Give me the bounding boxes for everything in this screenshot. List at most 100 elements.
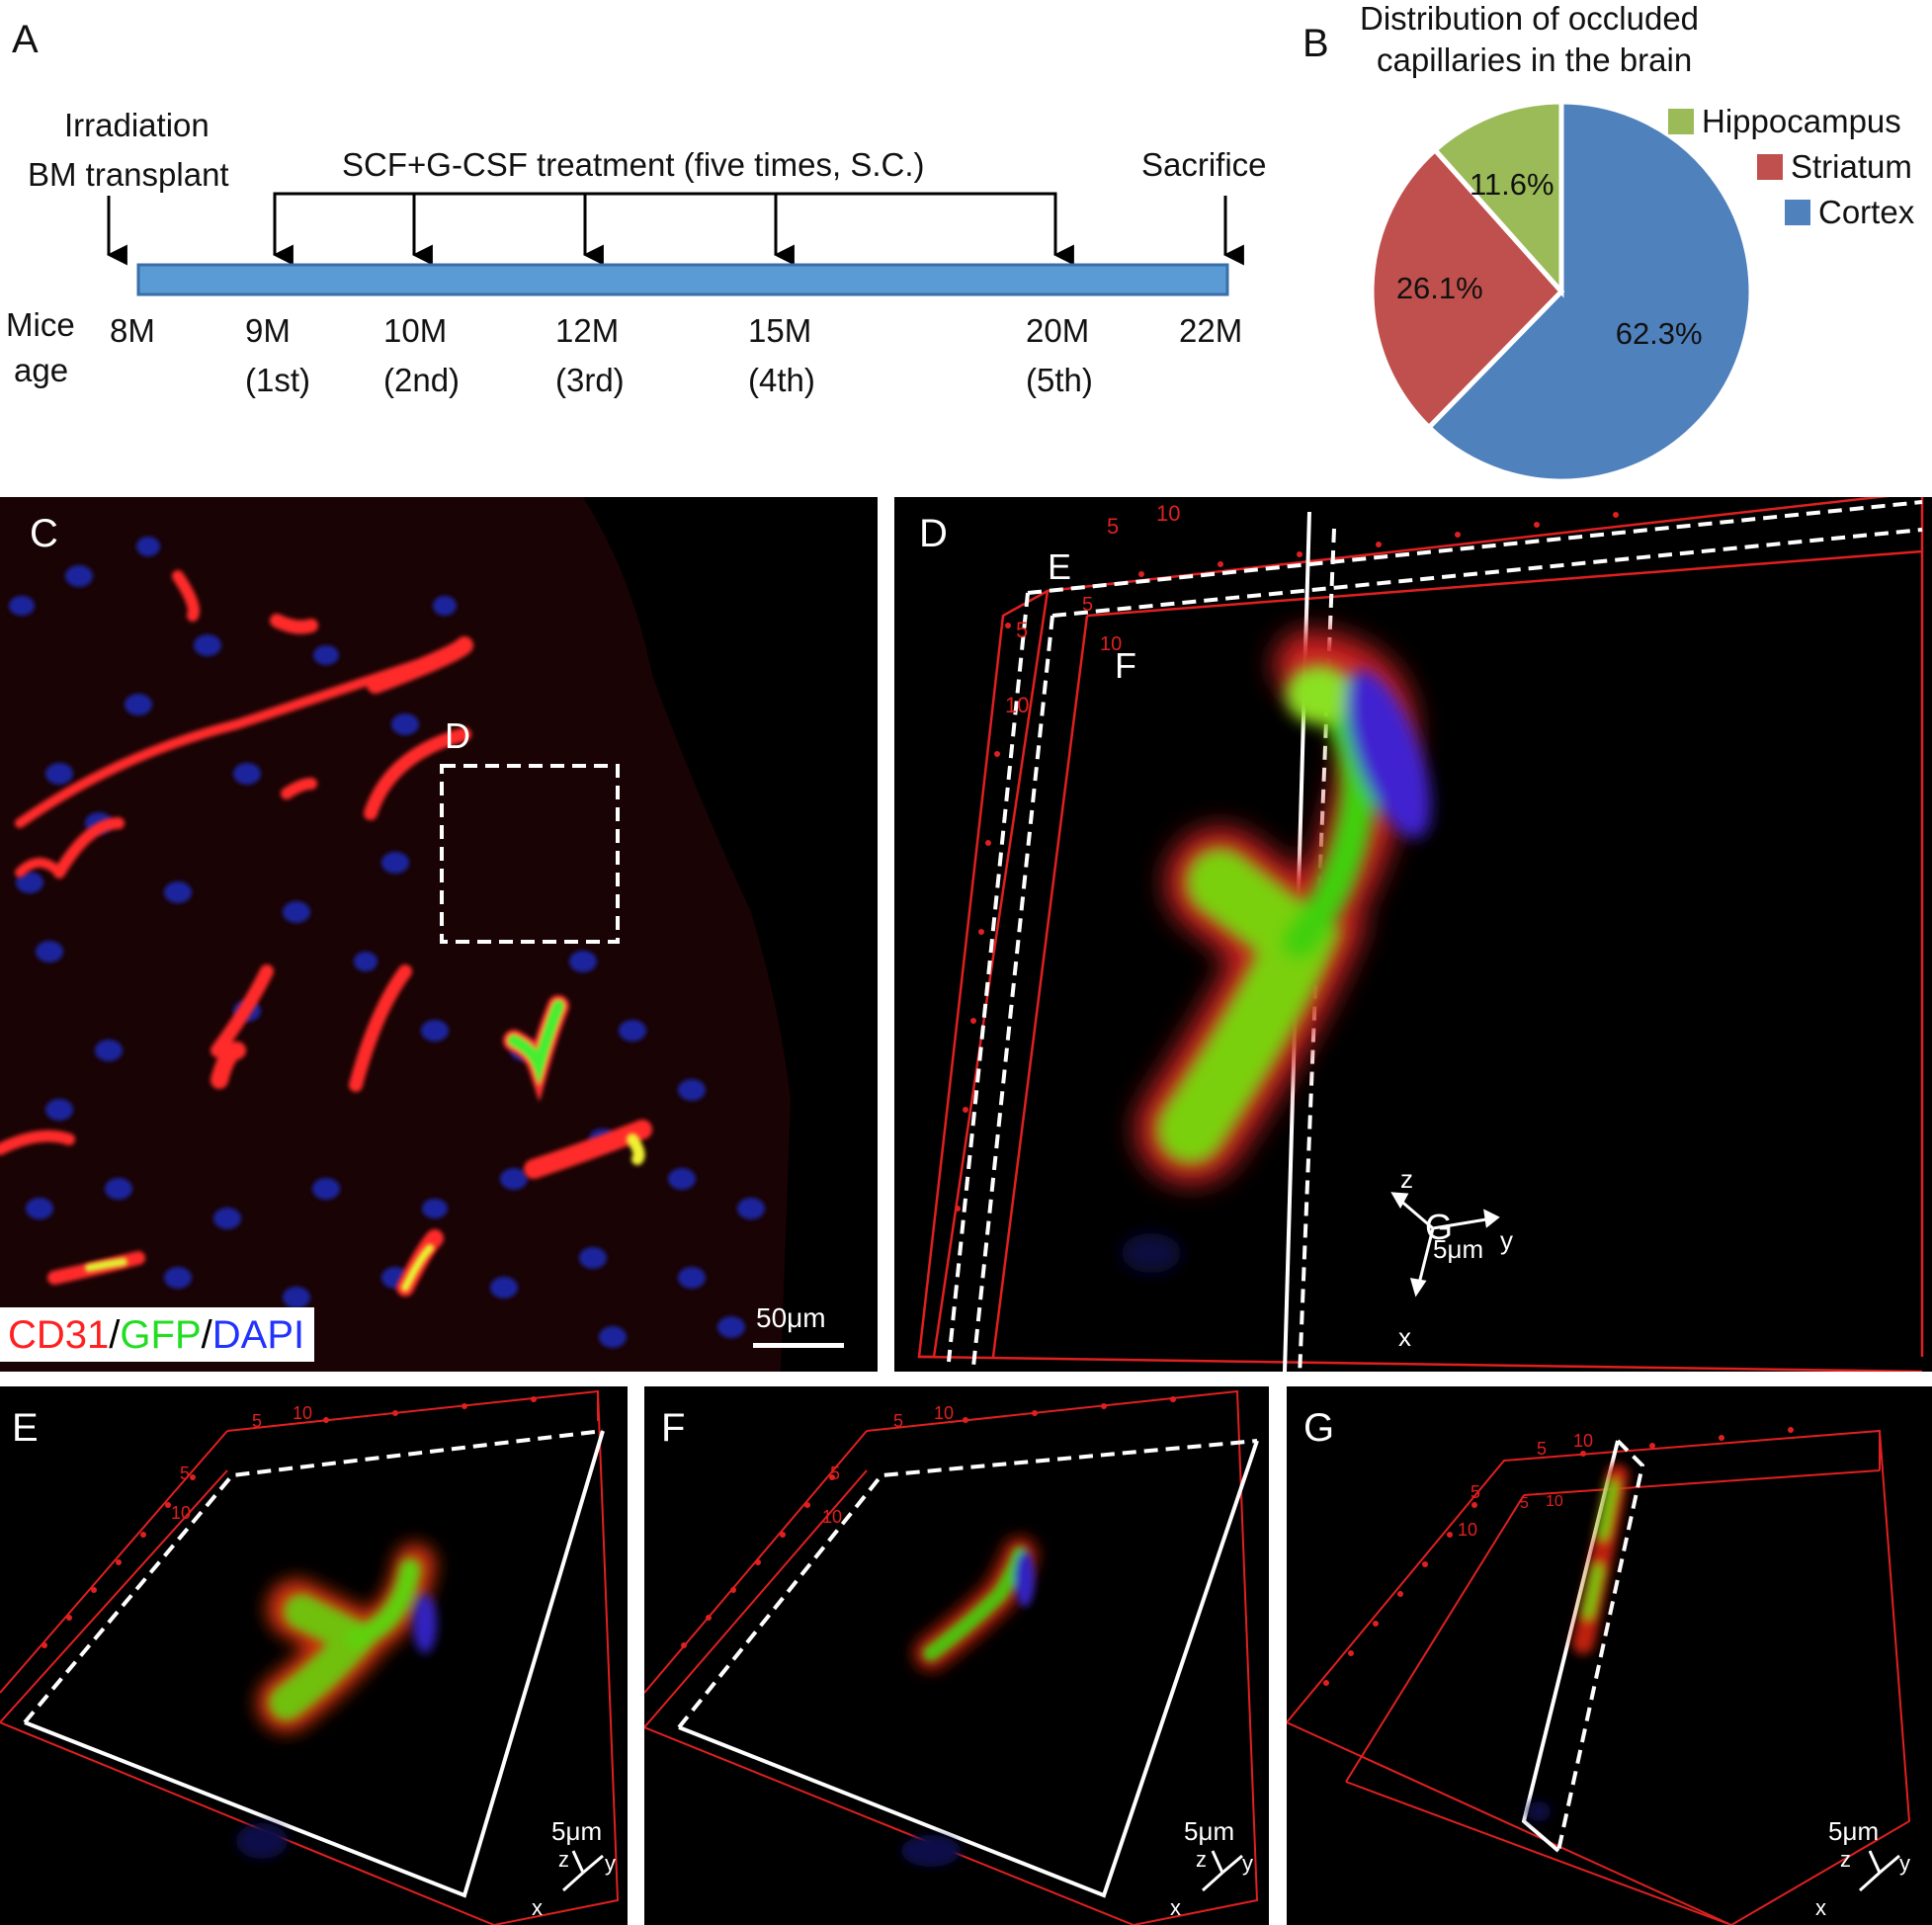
tp-age: 10M <box>383 312 448 349</box>
tp-age: 20M <box>1026 312 1090 349</box>
slice-label-f: F <box>1115 645 1136 686</box>
axis-label-y: y <box>1500 1225 1513 1255</box>
axis-label-x: x <box>532 1895 543 1920</box>
render-g <box>1287 1427 1911 1925</box>
legend-swatch <box>1668 109 1694 134</box>
slice-label-g: G <box>1425 1207 1454 1247</box>
micrograph-c <box>0 497 844 1372</box>
panel-letter-f: F <box>661 1406 686 1450</box>
tp-age: 9M <box>245 312 291 349</box>
sacrifice-label: Sacrifice <box>1141 146 1267 183</box>
legend-swatch <box>1785 200 1810 225</box>
panel-e-image: E 5 10 5 10 5μm z y x <box>0 1386 628 1925</box>
tp-dose: (3rd) <box>555 362 625 398</box>
axis-label-y: y <box>605 1851 616 1876</box>
legend-label: Hippocampus <box>1702 103 1901 139</box>
axis-label-z: z <box>1196 1847 1207 1872</box>
tick-label: 5 <box>893 1411 904 1431</box>
panel-letter-b: B <box>1302 22 1329 65</box>
tick-label: 5 <box>1082 594 1094 616</box>
stain-legend: CD31/GFP/DAPI <box>0 1307 315 1362</box>
tp-dose: (1st) <box>245 362 310 398</box>
panel-letter-a: A <box>12 18 39 61</box>
stain-gfp: GFP <box>120 1313 202 1357</box>
tick-label: 10 <box>1546 1493 1563 1510</box>
tp-dose: (4th) <box>748 362 815 398</box>
tp-dose: (2nd) <box>383 362 461 398</box>
tick-label: 5 <box>1470 1482 1481 1502</box>
tp-age: 12M <box>555 312 620 349</box>
render-d <box>917 497 1924 1372</box>
scale-label-d: 5μm <box>1433 1234 1484 1264</box>
tick-label: 10 <box>1005 693 1030 717</box>
timeline-arrows <box>106 192 1244 296</box>
pie-label-hippocampus: 11.6% <box>1469 167 1554 203</box>
scale-label-g: 5μm <box>1828 1816 1880 1846</box>
scale-bar-c <box>753 1343 844 1348</box>
stain-cd31: CD31 <box>8 1313 110 1357</box>
axis-label-x: x <box>1398 1322 1411 1352</box>
axis-label-z: z <box>1840 1847 1851 1872</box>
bm-transplant-label: BM transplant <box>28 156 229 193</box>
tick-label: 10 <box>1156 501 1181 526</box>
axis-label-z: z <box>558 1847 569 1872</box>
axis-label-x: x <box>1170 1895 1181 1920</box>
inset-label-d: D <box>445 715 470 756</box>
chart-title-line2: capillaries in the brain <box>1377 42 1693 78</box>
axis-label-y: y <box>1242 1851 1253 1876</box>
stain-dapi: DAPI <box>211 1313 305 1357</box>
stain-sep: / <box>109 1313 121 1357</box>
tick-label: 10 <box>1573 1431 1594 1451</box>
panel-g-image: G 5 10 5 10 5 10 5μm z y x <box>1287 1386 1932 1925</box>
legend-item-hippocampus: Hippocampus <box>1668 103 1901 140</box>
render-f <box>644 1389 1259 1925</box>
legend-label: Cortex <box>1818 194 1915 230</box>
tick-label: 10 <box>822 1507 843 1527</box>
tick-label: 5 <box>830 1464 841 1483</box>
tick-label: 5 <box>1016 618 1029 642</box>
tick-label: 10 <box>293 1403 313 1423</box>
pie-slice-striatum <box>1369 146 1565 431</box>
legend-item-striatum: Striatum <box>1757 148 1912 186</box>
pie-chart <box>1369 99 1754 484</box>
tp-age: 8M <box>110 312 155 349</box>
inset-box-d <box>440 764 620 944</box>
pie-slice-hippocampus <box>1431 99 1564 298</box>
panel-letter-d: D <box>919 512 948 555</box>
tp-dose: (5th) <box>1026 362 1093 398</box>
tp-age: 15M <box>748 312 812 349</box>
scale-label-e: 5μm <box>551 1816 603 1846</box>
tick-label: 10 <box>1100 633 1123 655</box>
axis-label-age: age <box>14 352 69 388</box>
scale-label-c: 50μm <box>756 1302 826 1333</box>
render-e <box>0 1389 620 1925</box>
axis-label-y: y <box>1899 1851 1910 1876</box>
axis-label-mice: Mice <box>6 306 75 343</box>
tp-age: 22M <box>1179 312 1243 349</box>
panel-letter-c: C <box>30 512 58 555</box>
scale-label-f: 5μm <box>1184 1816 1235 1846</box>
panel-letter-e: E <box>12 1406 39 1450</box>
tick-label: 5 <box>1520 1495 1529 1512</box>
tick-label: 5 <box>180 1464 191 1483</box>
legend-label: Striatum <box>1791 148 1912 185</box>
pie-label-cortex: 62.3% <box>1615 316 1703 352</box>
treatment-label: SCF+G-CSF treatment (five times, S.C.) <box>342 146 925 183</box>
tick-label: 5 <box>1107 514 1120 539</box>
panel-f-image: F 5 10 5 10 5μm z y x <box>644 1386 1269 1925</box>
legend-item-cortex: Cortex <box>1785 194 1914 231</box>
axis-label-x: x <box>1815 1895 1826 1920</box>
panel-c-image: C D 50μm CD31/GFP/DAPI <box>0 497 878 1372</box>
pie-slice-cortex <box>1425 99 1754 484</box>
tick-label: 10 <box>1458 1520 1478 1540</box>
irradiation-label: Irradiation <box>64 107 210 143</box>
tick-label: 10 <box>171 1503 192 1523</box>
legend-swatch <box>1757 154 1783 180</box>
slice-label-e: E <box>1048 546 1072 587</box>
pie-label-striatum: 26.1% <box>1395 271 1483 306</box>
tick-label: 5 <box>1537 1439 1548 1459</box>
timeline-bar <box>136 263 1229 296</box>
panel-d-image: D E F G 5 10 5 10 5 10 5μm z y x <box>894 497 1932 1372</box>
stain-sep: / <box>201 1313 212 1357</box>
panel-letter-g: G <box>1303 1406 1335 1450</box>
